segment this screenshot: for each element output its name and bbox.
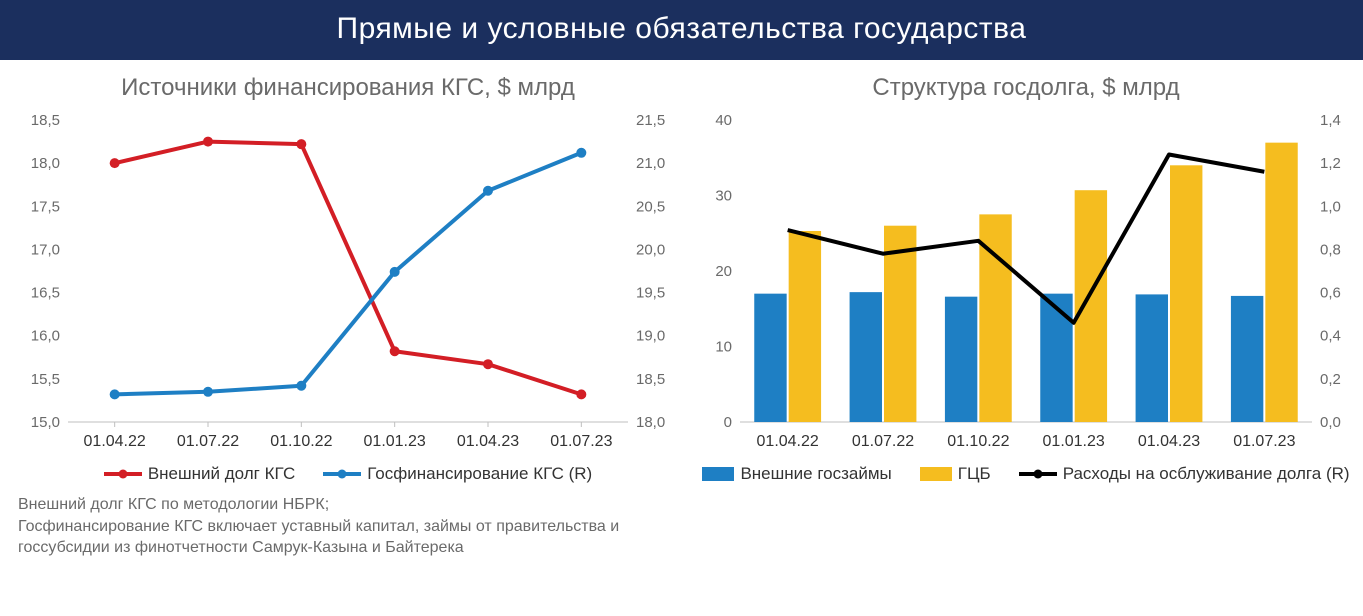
legend-swatch bbox=[104, 472, 142, 476]
left-chart-svg: 15,0 15,5 16,0 16,5 17,0 17,5 18,0 18,5 18,0 18,5… bbox=[18, 110, 678, 460]
svg-text:18,0: 18,0 bbox=[31, 155, 60, 172]
legend-label: Внешние госзаймы bbox=[740, 464, 891, 484]
svg-text:18,5: 18,5 bbox=[31, 112, 60, 129]
legend-item: ГЦБ bbox=[920, 464, 991, 484]
page-title: Прямые и условные обязательства государс… bbox=[337, 12, 1027, 45]
svg-text:01.07.23: 01.07.23 bbox=[550, 433, 612, 450]
right-chart-legend: Внешние госзаймы ГЦБ Расходы на осблуживан… bbox=[696, 464, 1356, 484]
legend-label: ГЦБ bbox=[958, 464, 991, 484]
left-chart-area: 15,0 15,5 16,0 16,5 17,0 17,5 18,0 18,5 18,0 18,5… bbox=[18, 110, 678, 460]
svg-text:0,6: 0,6 bbox=[1320, 285, 1341, 302]
svg-text:21,0: 21,0 bbox=[636, 155, 665, 172]
svg-text:20,5: 20,5 bbox=[636, 198, 665, 215]
legend-swatch bbox=[323, 472, 361, 476]
legend-label: Внешний долг КГС bbox=[148, 464, 295, 484]
left-chart-legend: Внешний долг КГС Госфинансирование КГС (R… bbox=[18, 464, 678, 484]
svg-text:1,2: 1,2 bbox=[1320, 155, 1341, 172]
legend-item: Внешние госзаймы bbox=[702, 464, 891, 484]
right-chart-area: 0 10 20 30 40 0,0 0,2 0,4 0,6 0,8 1,0 1,2 1,4 01.04.2… bbox=[696, 110, 1356, 460]
svg-text:01.01.23: 01.01.23 bbox=[364, 433, 426, 450]
svg-text:01.10.22: 01.10.22 bbox=[947, 433, 1009, 450]
svg-text:01.10.22: 01.10.22 bbox=[270, 433, 332, 450]
svg-text:20: 20 bbox=[715, 263, 732, 280]
svg-text:01.04.23: 01.04.23 bbox=[1138, 433, 1200, 450]
svg-text:0,8: 0,8 bbox=[1320, 241, 1341, 258]
right-chart-panel: Структура госдолга, $ млрд 0102030400,00… bbox=[696, 68, 1356, 559]
svg-text:1,0: 1,0 bbox=[1320, 198, 1341, 215]
svg-text:01.04.22: 01.04.22 bbox=[757, 433, 819, 450]
svg-text:20,0: 20,0 bbox=[636, 241, 665, 258]
legend-item: Внешний долг КГС bbox=[104, 464, 295, 484]
legend-swatch bbox=[702, 467, 734, 481]
svg-text:0,4: 0,4 bbox=[1320, 328, 1341, 345]
svg-text:19,0: 19,0 bbox=[636, 328, 665, 345]
svg-text:0,2: 0,2 bbox=[1320, 371, 1341, 388]
svg-text:01.07.22: 01.07.22 bbox=[177, 433, 239, 450]
svg-text:0: 0 bbox=[724, 414, 732, 431]
svg-text:30: 30 bbox=[715, 188, 732, 205]
svg-text:18,5: 18,5 bbox=[636, 371, 665, 388]
svg-text:01.01.23: 01.01.23 bbox=[1043, 433, 1105, 450]
legend-swatch bbox=[1019, 472, 1057, 476]
page-header: Прямые и условные обязательства государс… bbox=[0, 0, 1363, 60]
legend-label: Госфинансирование КГС (R) bbox=[367, 464, 592, 484]
svg-text:16,5: 16,5 bbox=[31, 285, 60, 302]
svg-text:1,4: 1,4 bbox=[1320, 112, 1341, 129]
right-chart-title: Структура госдолга, $ млрд bbox=[696, 74, 1356, 102]
left-chart-title: Источники финансирования КГС, $ млрд bbox=[18, 74, 678, 102]
svg-text:17,0: 17,0 bbox=[31, 241, 60, 258]
svg-text:17,5: 17,5 bbox=[31, 198, 60, 215]
svg-text:16,0: 16,0 bbox=[31, 328, 60, 345]
right-chart-svg: 0 10 20 30 40 0,0 0,2 0,4 0,6 0,8 1,0 1,2 1,4 01.04.2… bbox=[696, 110, 1356, 460]
left-chart-footnote: Внешний долг КГС по методологии НБРК;Гос… bbox=[18, 494, 658, 559]
svg-text:01.07.22: 01.07.22 bbox=[852, 433, 914, 450]
svg-text:0,0: 0,0 bbox=[1320, 414, 1341, 431]
left-chart-panel: Источники финансирования КГС, $ млрд 15,… bbox=[18, 68, 678, 559]
svg-text:01.04.22: 01.04.22 bbox=[84, 433, 146, 450]
charts-row: Источники финансирования КГС, $ млрд 15,… bbox=[0, 60, 1363, 559]
svg-text:18,0: 18,0 bbox=[636, 414, 665, 431]
svg-text:01.04.23: 01.04.23 bbox=[457, 433, 519, 450]
legend-label: Расходы на осблуживание долга (R) bbox=[1063, 464, 1350, 484]
legend-item: Госфинансирование КГС (R) bbox=[323, 464, 592, 484]
svg-text:40: 40 bbox=[715, 112, 732, 129]
legend-swatch bbox=[920, 467, 952, 481]
svg-text:19,5: 19,5 bbox=[636, 285, 665, 302]
svg-text:21,5: 21,5 bbox=[636, 112, 665, 129]
svg-text:01.07.23: 01.07.23 bbox=[1233, 433, 1295, 450]
svg-text:10: 10 bbox=[715, 339, 732, 356]
svg-text:15,5: 15,5 bbox=[31, 371, 60, 388]
svg-text:15,0: 15,0 bbox=[31, 414, 60, 431]
legend-item: Расходы на осблуживание долга (R) bbox=[1019, 464, 1350, 484]
